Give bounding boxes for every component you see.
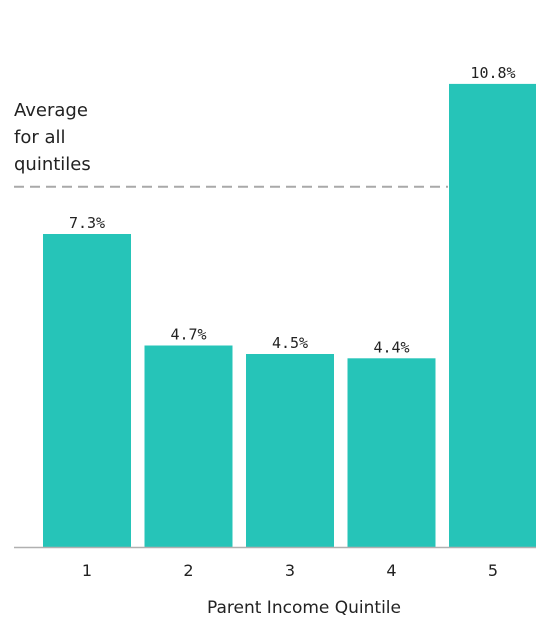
value-label-quintile-5: 10.8%: [470, 64, 515, 82]
x-axis-title: Parent Income Quintile: [207, 598, 401, 617]
bar-quintile-1: [43, 234, 131, 547]
value-label-quintile-2: 4.7%: [170, 326, 206, 344]
bar-quintile-4: [347, 358, 436, 547]
reference-label-line-1: Average: [14, 100, 88, 121]
x-tick-label-4: 4: [386, 561, 396, 580]
value-label-quintile-4: 4.4%: [373, 338, 409, 356]
value-label-quintile-3: 4.5%: [272, 334, 308, 352]
x-tick-label-3: 3: [285, 561, 295, 580]
x-tick-labels-group: 1 2 3 4 5: [82, 561, 498, 580]
value-labels-group: 7.3% 4.7% 4.5% 4.4% 10.8%: [69, 64, 516, 356]
value-label-quintile-1: 7.3%: [69, 214, 105, 232]
x-tick-label-1: 1: [82, 561, 92, 580]
bar-quintile-5: [449, 83, 536, 548]
reference-label-line-3: quintiles: [14, 154, 91, 175]
bars-group: [43, 83, 536, 548]
bar-quintile-3: [246, 354, 334, 547]
reference-label-line-2: for all: [14, 127, 66, 148]
x-tick-label-2: 2: [183, 561, 193, 580]
bar-quintile-2: [144, 345, 233, 547]
x-tick-label-5: 5: [488, 561, 498, 580]
